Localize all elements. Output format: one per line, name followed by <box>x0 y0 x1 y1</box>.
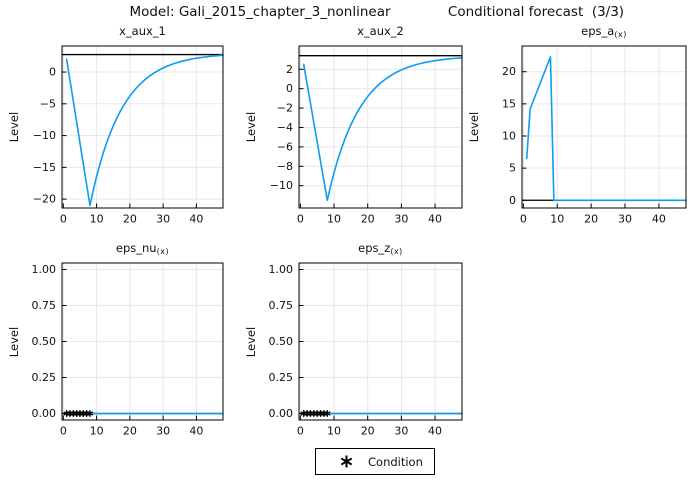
subplot-eps-a: eps_a(x) Level 0 10 20 30 40 0 5 10 15 20 <box>467 24 687 226</box>
x-tick-label: 40 <box>652 213 666 226</box>
condition-marker-glyph <box>340 455 353 468</box>
x-tick-label: 0 <box>60 213 67 226</box>
y-tick-label: 0.25 <box>269 371 294 384</box>
plot-area-x_aux_1: 0 10 20 30 40 0 −5 −10 −15 −20 <box>33 45 224 226</box>
plot-frame <box>61 45 224 209</box>
y-tick-label: 1.00 <box>269 263 294 276</box>
y-tick-label: 0.75 <box>269 299 294 312</box>
x-tick-label: 30 <box>394 213 408 226</box>
x-tick-label: 0 <box>297 425 304 438</box>
x-tick-label: 20 <box>123 425 137 438</box>
y-tick-label: −4 <box>277 121 293 134</box>
y-tick-label: 0 <box>286 82 293 95</box>
y-tick-label: −15 <box>33 161 56 174</box>
y-tick-label: 0.00 <box>32 407 57 420</box>
y-tick-label: 0 <box>509 194 516 207</box>
y-tick-label: −20 <box>33 193 56 206</box>
x-tick-label: 10 <box>90 213 104 226</box>
x-tick-label: 0 <box>520 213 527 226</box>
y-tick-label: 0.75 <box>32 299 57 312</box>
plot-area-eps_z: 0 10 20 30 40 0.00 0.25 0.50 0.75 1.00 <box>269 262 463 438</box>
legend-label: Condition <box>368 454 423 469</box>
figure-title-forecast: Conditional forecast (3/3) <box>447 4 625 20</box>
x-tick-label: 10 <box>327 213 341 226</box>
condition-marker-icon <box>340 455 353 468</box>
y-tick-label: 20 <box>502 65 516 78</box>
y-tick-label: 15 <box>502 97 516 110</box>
x-tick-label: 20 <box>123 213 137 226</box>
x-tick-label: 0 <box>297 213 304 226</box>
series-line-eps_a <box>525 56 687 202</box>
x-tick-label: 40 <box>428 213 442 226</box>
figure-title-model: Model: Gali_2015_chapter_3_nonlinear <box>129 4 391 20</box>
y-tick-label: 0.50 <box>269 335 294 348</box>
x-tick-label: 20 <box>361 425 375 438</box>
series-line-x_aux_2 <box>302 57 463 202</box>
subplot-title: x_aux_1 <box>119 24 166 38</box>
x-tick-label: 40 <box>189 213 203 226</box>
subplot-eps-nu: eps_nu(x) Level 0 10 20 30 40 0.00 0.25 0.50 0.7… <box>7 241 224 438</box>
y-tick-label: 0 <box>49 66 56 79</box>
x-tick-label: 40 <box>189 425 203 438</box>
x-tick-label: 10 <box>90 425 104 438</box>
y-tick-label: 10 <box>502 130 516 143</box>
y-tick-label: 0.50 <box>32 335 57 348</box>
y-tick-label: −8 <box>277 160 293 173</box>
y-tick-label: 2 <box>286 63 293 76</box>
subplot-eps-z: eps_z(x) Level 0 10 20 30 40 0.00 0.25 0.50 0.75… <box>244 241 463 438</box>
y-tick-label: 0.00 <box>269 407 294 420</box>
x-tick-label: 30 <box>156 213 170 226</box>
x-tick-label: 40 <box>428 425 442 438</box>
x-tick-label: 20 <box>361 213 375 226</box>
plot-area-eps_a: 0 10 20 30 40 0 5 10 15 20 <box>502 45 687 226</box>
x-tick-label: 10 <box>550 213 564 226</box>
x-tick-label: 30 <box>394 425 408 438</box>
series-line-x_aux_1 <box>65 54 224 207</box>
legend-box: Condition <box>315 448 435 475</box>
x-tick-label: 30 <box>618 213 632 226</box>
plot-area-eps_nu: 0 10 20 30 40 0.00 0.25 0.50 0.75 1.00 <box>32 262 224 438</box>
plot-frame <box>521 45 687 209</box>
y-tick-label: −10 <box>270 179 293 192</box>
y-tick-label: −6 <box>277 140 293 153</box>
subplot-x-aux-2: x_aux_2 Level 0 10 20 30 40 2 0 −2 −4 −6 −8 −10 <box>244 24 463 226</box>
y-tick-label: −2 <box>277 102 293 115</box>
condition-markers <box>300 410 331 417</box>
y-tick-label: −10 <box>33 129 56 142</box>
x-tick-label: 10 <box>327 425 341 438</box>
y-tick-label: 0.25 <box>32 371 57 384</box>
x-tick-label: 0 <box>60 425 67 438</box>
y-tick-label: 1.00 <box>32 263 57 276</box>
subplot-title: x_aux_2 <box>357 24 404 38</box>
subplot-title: eps_a(x) <box>581 24 627 39</box>
condition-markers <box>63 410 94 417</box>
y-tick-label: −5 <box>40 97 56 110</box>
subplot-title: eps_z(x) <box>358 241 403 256</box>
subplot-x-aux-1: x_aux_1 Level 0 10 20 30 40 0 −5 −10 −15 −20 <box>7 24 224 226</box>
subplot-title: eps_nu(x) <box>115 241 170 256</box>
x-tick-label: 20 <box>584 213 598 226</box>
x-tick-label: 30 <box>156 425 170 438</box>
y-tick-label: 5 <box>509 162 516 175</box>
